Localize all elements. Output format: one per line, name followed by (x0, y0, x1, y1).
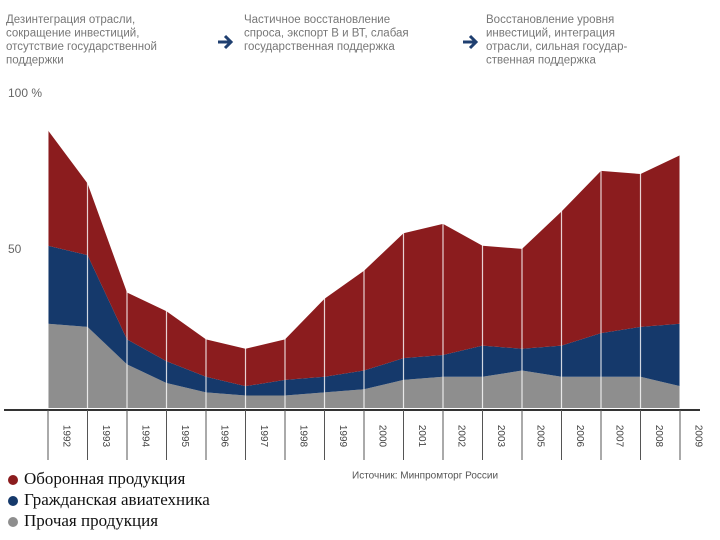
legend-label: Оборонная продукция (24, 469, 185, 488)
phase-text: Частичное восстановление (244, 14, 390, 26)
legend-swatch (8, 475, 18, 485)
phase-text: поддержки (6, 55, 64, 67)
phase-text: отрасли, сильная государ- (486, 41, 627, 53)
x-tick-label: 1998 (297, 425, 308, 448)
x-tick-label: 1995 (179, 425, 190, 448)
phase-text: Восстановление уровня (486, 14, 614, 26)
phase-text: инвестиций, интеграция (486, 28, 615, 40)
legend-swatch (8, 517, 18, 527)
x-tick-label: 2001 (416, 425, 427, 448)
x-tick-label: 1993 (100, 425, 111, 448)
x-tick-label: 2005 (534, 425, 545, 448)
x-tick-label: 1996 (218, 425, 229, 448)
legend-label: Прочая продукция (24, 511, 158, 530)
arrow (463, 34, 479, 50)
phase-text: ственная поддержка (486, 55, 596, 67)
x-tick-label: 1999 (337, 425, 348, 448)
phase-text: спроса, экспорт В и ВТ, слабая (244, 28, 409, 40)
legend-swatch (8, 496, 18, 506)
phase-text: сокращение инвестиций, (6, 28, 139, 40)
legend-label: Гражданская авиатехника (24, 490, 210, 509)
x-tick-label: 1992 (60, 425, 71, 448)
x-tick-label: 2008 (653, 425, 664, 448)
x-tick-label: 2003 (495, 425, 506, 448)
source: Источник: Минпромторг России (352, 471, 498, 482)
arrow (218, 34, 234, 50)
phase-text: государственная поддержка (244, 41, 395, 53)
y-tick-label: 50 (8, 242, 22, 256)
x-tick-label: 2006 (574, 425, 585, 448)
x-tick-label: 2002 (455, 425, 466, 448)
x-tick-label: 1997 (258, 425, 269, 448)
x-tick-label: 1994 (139, 425, 150, 448)
y-tick-label: 100 % (8, 86, 42, 100)
phase-text: отсутствие государственной (6, 41, 157, 53)
x-tick-label: 2000 (376, 425, 387, 448)
x-tick-label: 2009 (692, 425, 703, 448)
phase-text: Дезинтеграция отрасли, (6, 14, 135, 26)
x-tick-label: 2007 (613, 425, 624, 448)
